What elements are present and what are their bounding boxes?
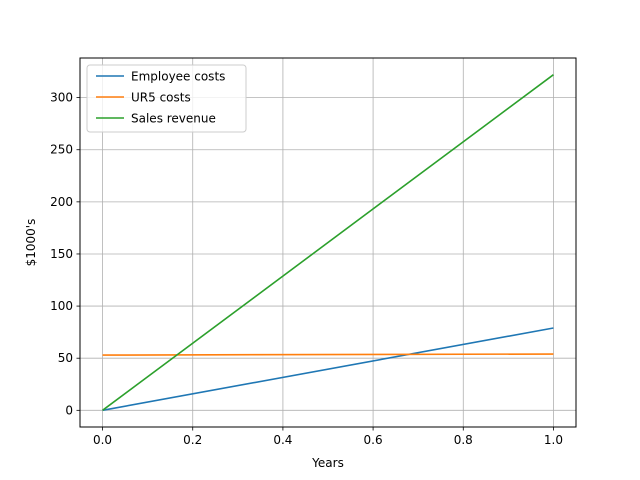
y-tick-label: 50 [58,351,73,365]
y-tick-label: 100 [50,299,73,313]
series-line-ur5-costs [102,353,554,356]
series-lines [102,74,554,412]
legend: Employee costs UR5 costs Sales revenue [86,64,247,133]
series-line-sales-revenue [102,74,554,411]
x-tick-label: 0.6 [364,433,383,447]
y-tick-label: 200 [50,195,73,209]
y-tick-label: 250 [50,143,73,157]
x-tick-label: 0.8 [454,433,473,447]
legend-label: UR5 costs [131,91,191,105]
x-tick-label: 1.0 [544,433,563,447]
y-tick-label: 150 [50,247,73,261]
legend-label: Employee costs [131,70,225,84]
plot-frame [79,57,577,428]
axis-ticks: 0.0 0.2 0.4 0.6 0.8 1.0 0 50 100 150 200 250 300 [50,91,563,447]
x-tick-label: 0.4 [273,433,292,447]
legend-box [86,64,247,133]
y-axis-label: $1000's [24,219,38,267]
x-tick-label: 0.2 [183,433,202,447]
x-axis-label: Years [311,456,344,470]
x-tick-label: 0.0 [93,433,112,447]
legend-label: Sales revenue [131,112,216,126]
grid [80,58,576,427]
y-tick-label: 0 [65,403,73,417]
series-line-employee-costs [102,327,554,412]
y-tick-label: 300 [50,91,73,105]
